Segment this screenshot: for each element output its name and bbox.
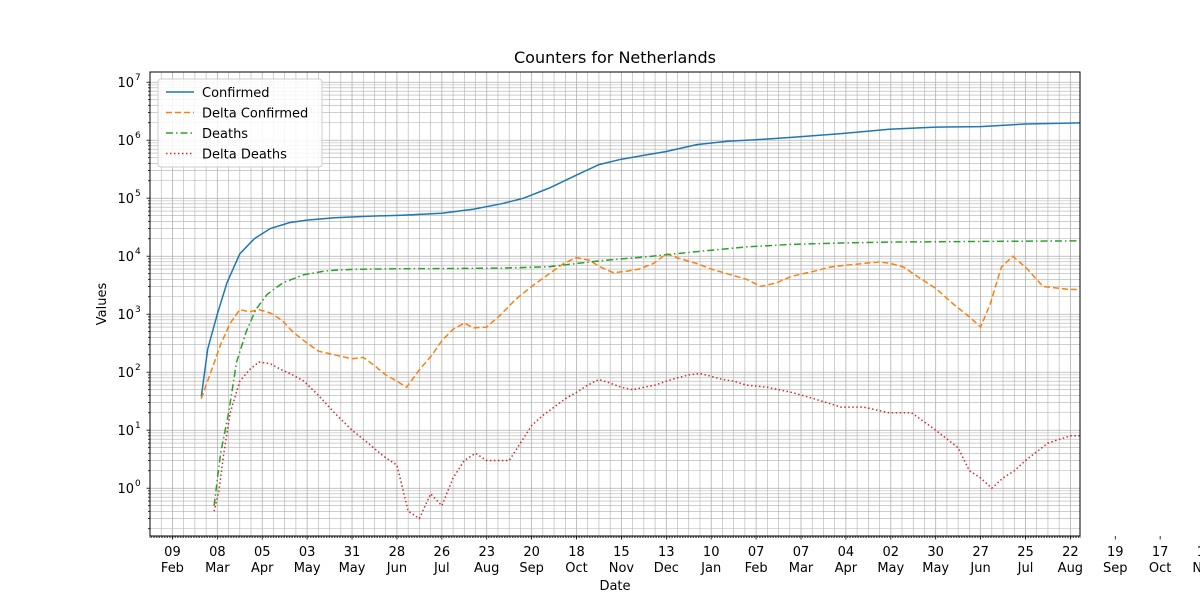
y-tick-exponent: 7 <box>135 73 141 83</box>
legend-label: Deaths <box>202 127 248 142</box>
x-tick-day: 07 <box>793 545 810 560</box>
y-tick-exponent: 6 <box>135 131 141 141</box>
legend-label: Delta Deaths <box>202 148 287 163</box>
x-tick-day: 14 <box>1197 545 1200 560</box>
x-tick-day: 09 <box>164 545 181 560</box>
chart-title: Counters for Netherlands <box>514 48 716 67</box>
x-tick-day: 19 <box>1107 545 1124 560</box>
x-tick-month: Mar <box>789 561 814 576</box>
y-tick-base: 10 <box>117 192 134 207</box>
x-tick-day: 27 <box>972 545 989 560</box>
x-tick-month: Aug <box>474 561 499 576</box>
y-tick-label: 10 2 <box>117 363 140 381</box>
series-line-delta-confirmed <box>200 252 1080 399</box>
grid-lines <box>149 72 1080 536</box>
series-line-deaths <box>213 240 1080 506</box>
x-tick-month: Aug <box>1058 561 1083 576</box>
x-tick-month: May <box>877 561 904 576</box>
x-tick-month: May <box>294 561 321 576</box>
x-tick-month: Jun <box>386 561 407 576</box>
y-tick-exponent: 0 <box>135 479 141 489</box>
x-axis-label: Date <box>599 579 630 594</box>
x-tick-day: 10 <box>703 545 720 560</box>
x-tick-month: Sep <box>1103 561 1128 576</box>
y-tick-label: 10 0 <box>117 479 141 497</box>
x-tick-month: Nov <box>609 561 635 576</box>
x-tick-day: 05 <box>254 545 271 560</box>
legend: Confirmed Delta Confirmed Deaths Delta Deat… <box>157 78 323 168</box>
y-tick-base: 10 <box>117 424 134 439</box>
x-tick-month: Apr <box>251 561 274 576</box>
x-tick-day: 08 <box>209 545 226 560</box>
x-tick-month: Jul <box>1017 561 1034 576</box>
y-tick-exponent: 5 <box>135 189 141 199</box>
x-tick-day: 04 <box>838 545 855 560</box>
y-axis-label: Values <box>95 283 110 326</box>
x-tick-month: Jun <box>969 561 990 576</box>
x-tick-month: Nov <box>1192 561 1200 576</box>
x-tick-day: 22 <box>1062 545 1079 560</box>
y-tick-label: 10 1 <box>117 421 140 439</box>
x-tick-day: 17 <box>1152 545 1169 560</box>
y-tick-label: 10 7 <box>117 73 140 91</box>
y-tick-base: 10 <box>117 308 134 323</box>
x-tick-day: 18 <box>568 545 585 560</box>
x-tick-month: Oct <box>1149 561 1171 576</box>
series-line-delta-deaths <box>213 361 1080 520</box>
y-tick-exponent: 3 <box>135 305 141 315</box>
x-tick-month: May <box>339 561 366 576</box>
x-tick-day: 13 <box>658 545 675 560</box>
x-tick-month: Feb <box>161 561 184 576</box>
x-tick-day: 23 <box>478 545 495 560</box>
x-tick-month: Dec <box>654 561 679 576</box>
y-tick-label: 10 4 <box>117 247 141 265</box>
legend-label: Confirmed <box>202 86 270 101</box>
x-tick-day: 15 <box>613 545 630 560</box>
series-lines <box>200 122 1080 520</box>
y-tick-base: 10 <box>117 76 134 91</box>
y-tick-exponent: 2 <box>135 363 141 373</box>
x-tick-day: 25 <box>1017 545 1034 560</box>
y-tick-label: 10 6 <box>117 131 141 149</box>
y-tick-base: 10 <box>117 366 134 381</box>
x-tick-day: 20 <box>523 545 540 560</box>
x-tick-month: Mar <box>205 561 230 576</box>
y-tick-base: 10 <box>117 250 134 265</box>
x-tick-day: 28 <box>389 545 406 560</box>
y-tick-label: 10 3 <box>117 305 140 323</box>
x-tick-month: Sep <box>519 561 544 576</box>
y-tick-base: 10 <box>117 134 134 149</box>
legend-label: Delta Confirmed <box>202 107 308 122</box>
x-tick-month: Oct <box>565 561 587 576</box>
x-tick-day: 31 <box>344 545 361 560</box>
y-tick-label: 10 5 <box>117 189 140 207</box>
x-tick-month: May <box>922 561 949 576</box>
x-tick-day: 07 <box>748 545 765 560</box>
x-tick-month: Jan <box>700 561 721 576</box>
x-tick-day: 30 <box>927 545 944 560</box>
x-tick-day: 02 <box>883 545 900 560</box>
x-tick-month: Feb <box>745 561 768 576</box>
y-tick-exponent: 1 <box>135 421 141 431</box>
x-tick-month: Apr <box>835 561 858 576</box>
x-tick-day: 03 <box>299 545 316 560</box>
y-tick-exponent: 4 <box>135 247 141 257</box>
series-line-confirmed <box>200 122 1080 397</box>
x-tick-month: Jul <box>433 561 450 576</box>
y-tick-base: 10 <box>117 482 134 497</box>
legend-box <box>157 78 323 168</box>
x-tick-day: 26 <box>434 545 451 560</box>
